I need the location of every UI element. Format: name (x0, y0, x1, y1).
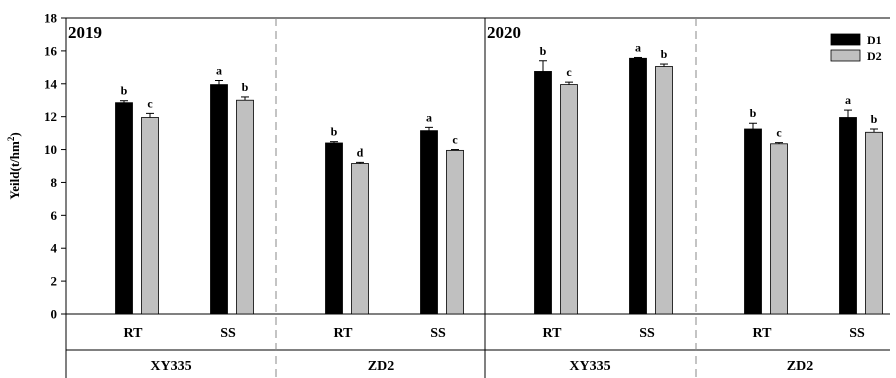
bar-d2 (446, 149, 464, 315)
bar-d1 (534, 71, 552, 315)
significance-letter: b (871, 112, 878, 126)
significance-letter: d (357, 145, 364, 159)
y-tick-label: 12 (44, 109, 57, 124)
y-tick-label: 6 (51, 208, 58, 223)
bar-d1 (839, 117, 857, 315)
y-tick-label: 10 (44, 142, 57, 157)
bar-d2 (655, 66, 673, 315)
significance-letter: c (147, 96, 153, 110)
bar-d1 (325, 142, 343, 315)
significance-letter: b (540, 44, 547, 58)
significance-letter: b (331, 125, 338, 139)
bar-d2 (236, 99, 254, 315)
treatment-label: SS (639, 326, 655, 341)
bar-d2 (770, 143, 788, 315)
panel-frames (66, 17, 890, 378)
significance-letter: c (452, 133, 458, 147)
legend-swatch-d1 (830, 33, 861, 46)
significance-letter: c (566, 65, 572, 79)
variety-label: ZD2 (368, 359, 394, 374)
significance-letter: a (426, 110, 432, 124)
significance-letter: a (845, 93, 851, 107)
bar-d2 (141, 117, 159, 315)
bars (115, 56, 883, 315)
y-tick-label: 4 (51, 241, 58, 256)
significance-letter: a (216, 63, 222, 77)
treatment-label: SS (430, 326, 446, 341)
bar-d1 (115, 102, 133, 315)
legend-swatch-d2 (830, 49, 861, 62)
legend-label: D1 (867, 33, 882, 47)
significance-letter: b (121, 84, 128, 98)
y-tick-label: 16 (44, 43, 58, 58)
bar-d1 (210, 84, 228, 315)
significance-letter: c (776, 126, 782, 140)
treatment-label: SS (220, 326, 236, 341)
year-label: 2020 (487, 23, 521, 42)
y-tick-label: 18 (44, 11, 58, 26)
labels: 2019 XY335 RT b c SS a b ZD2 RT b d SS a c 2020 XY335 RT b… (68, 23, 878, 374)
treatment-label: RT (124, 326, 144, 341)
variety-label: ZD2 (787, 359, 813, 374)
significance-letter: b (242, 80, 249, 94)
treatment-label: RT (753, 326, 773, 341)
y-tick-label: 14 (44, 76, 58, 91)
bar-d1 (744, 128, 762, 315)
significance-letter: a (635, 40, 641, 54)
bar-d2 (351, 163, 369, 315)
treatment-label: RT (543, 326, 563, 341)
bar-d1 (420, 130, 438, 315)
y-tick-label: 0 (51, 307, 58, 322)
treatment-label: SS (849, 326, 865, 341)
bar-d1 (629, 57, 647, 315)
significance-letter: b (750, 106, 757, 120)
year-label: 2019 (68, 23, 102, 42)
bar-d2 (560, 84, 578, 315)
y-axis: 0 2 4 6 8 10 12 14 16 18 (44, 11, 67, 378)
variety-label: XY335 (150, 359, 191, 374)
y-axis-title: Yeild(t/hm2) (6, 132, 22, 199)
bar-d2 (865, 131, 883, 315)
legend-label: D2 (867, 49, 882, 63)
variety-label: XY335 (569, 359, 610, 374)
treatment-label: RT (334, 326, 354, 341)
significance-letter: b (661, 47, 668, 61)
y-tick-label: 2 (51, 274, 58, 289)
y-tick-label: 8 (51, 175, 58, 190)
